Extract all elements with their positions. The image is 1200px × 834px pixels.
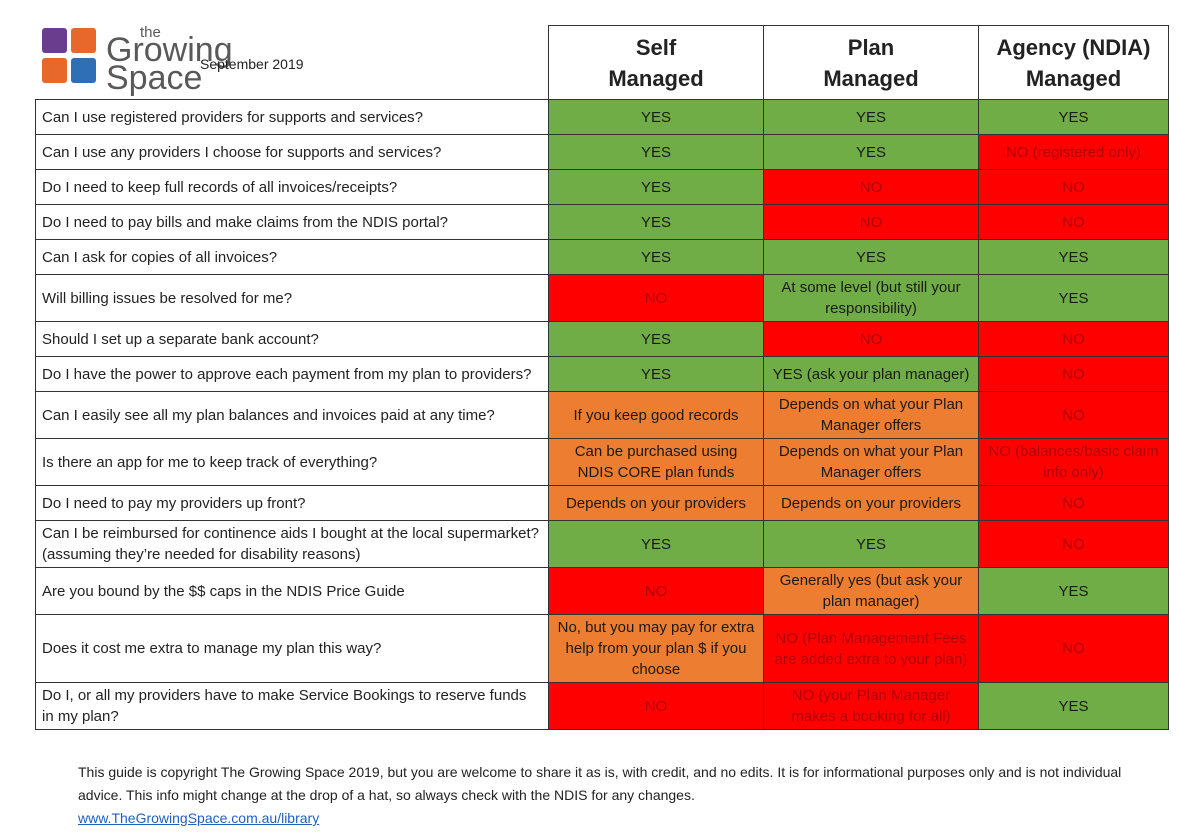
answer-cell: YES	[548, 134, 764, 170]
answer-cell: YES	[763, 99, 979, 135]
question: Do I need to pay my providers up front?	[35, 485, 549, 521]
table-row: Do I have the power to approve each paym…	[35, 356, 1169, 392]
answer-cell: NO	[978, 321, 1169, 357]
answer-cell: YES	[978, 274, 1169, 322]
answer-cell: YES	[763, 520, 979, 568]
table-row: Does it cost me extra to manage my plan …	[35, 614, 1169, 683]
header-line: Managed	[1025, 65, 1122, 91]
answer-cell: NO	[978, 204, 1169, 240]
answer-cell: YES	[548, 520, 764, 568]
question: Do I need to keep full records of all in…	[35, 169, 549, 205]
question: Can I use registered providers for suppo…	[35, 99, 549, 135]
table-row: Can I use any providers I choose for sup…	[35, 134, 1169, 170]
answer-cell: YES	[548, 239, 764, 275]
answer-cell: YES	[763, 239, 979, 275]
question: Do I have the power to approve each paym…	[35, 356, 549, 392]
table-row: Is there an app for me to keep track of …	[35, 438, 1169, 486]
answer-cell: YES	[548, 169, 764, 205]
answer-cell: NO	[763, 321, 979, 357]
answer-cell: NO (your Plan Manager makes a booking fo…	[763, 682, 979, 730]
table-row: Do I, or all my providers have to make S…	[35, 682, 1169, 730]
header-line: Agency (NDIA)	[996, 34, 1151, 60]
answer-cell: NO	[763, 169, 979, 205]
answer-cell: NO (registered only)	[978, 134, 1169, 170]
header-line: Managed	[608, 65, 704, 91]
table-body: Can I use registered providers for suppo…	[35, 99, 1169, 730]
table-row: Can I use registered providers for suppo…	[35, 99, 1169, 135]
question: Do I, or all my providers have to make S…	[35, 682, 549, 730]
footer-text: This guide is copyright The Growing Spac…	[78, 764, 1122, 803]
question: Can I easily see all my plan balances an…	[35, 391, 549, 439]
footer-link[interactable]: www.TheGrowingSpace.com.au/library	[78, 810, 320, 826]
question: Can I be reimbursed for continence aids …	[35, 520, 549, 568]
answer-cell: NO	[548, 682, 764, 730]
answer-cell: Depends on what your Plan Manager offers	[763, 438, 979, 486]
answer-cell: At some level (but still your responsibi…	[763, 274, 979, 322]
table-row: Will billing issues be resolved for me? N…	[35, 274, 1169, 322]
table-row: Can I ask for copies of all invoices? YES…	[35, 239, 1169, 275]
answer-cell: No, but you may pay for extra help from …	[548, 614, 764, 683]
answer-cell: NO	[978, 520, 1169, 568]
footer: This guide is copyright The Growing Spac…	[78, 761, 1148, 830]
header-line: Managed	[823, 65, 919, 91]
answer-cell: NO	[978, 356, 1169, 392]
question: Does it cost me extra to manage my plan …	[35, 614, 549, 683]
answer-cell: NO	[978, 614, 1169, 683]
header-line: Plan	[847, 34, 895, 60]
answer-cell: YES	[978, 99, 1169, 135]
answer-cell: NO	[548, 567, 764, 615]
answer-cell: NO	[763, 204, 979, 240]
answer-cell: Can be purchased using NDIS CORE plan fu…	[548, 438, 764, 486]
table-row: Can I easily see all my plan balances an…	[35, 391, 1169, 439]
answer-cell: YES (ask your plan manager)	[763, 356, 979, 392]
header-row: Self Managed Plan Managed Agency (NDIA) Manag…	[35, 25, 1169, 100]
header-blank	[35, 25, 549, 100]
table-row: Do I need to pay my providers up front? D…	[35, 485, 1169, 521]
answer-cell: Depends on what your Plan Manager offers	[763, 391, 979, 439]
answer-cell: YES	[548, 204, 764, 240]
answer-cell: NO	[978, 169, 1169, 205]
table-row: Do I need to keep full records of all in…	[35, 169, 1169, 205]
answer-cell: YES	[548, 356, 764, 392]
question: Should I set up a separate bank account?	[35, 321, 549, 357]
answer-cell: Depends on your providers	[763, 485, 979, 521]
answer-cell: Generally yes (but ask your plan manager…	[763, 567, 979, 615]
answer-cell: YES	[978, 682, 1169, 730]
question: Will billing issues be resolved for me?	[35, 274, 549, 322]
comparison-table: Self Managed Plan Managed Agency (NDIA) Manag…	[35, 25, 1169, 730]
answer-cell: NO	[978, 391, 1169, 439]
answer-cell: YES	[978, 567, 1169, 615]
answer-cell: NO (balances/basic claim info only)	[978, 438, 1169, 486]
answer-cell: NO	[978, 485, 1169, 521]
answer-cell: NO (Plan Management Fees are added extra…	[763, 614, 979, 683]
column-header: Agency (NDIA) Managed	[978, 25, 1169, 100]
column-header: Self Managed	[548, 25, 764, 100]
answer-cell: NO	[548, 274, 764, 322]
question: Is there an app for me to keep track of …	[35, 438, 549, 486]
table-row: Can I be reimbursed for continence aids …	[35, 520, 1169, 568]
table-row: Should I set up a separate bank account?…	[35, 321, 1169, 357]
header-line: Self	[635, 34, 677, 60]
answer-cell: YES	[978, 239, 1169, 275]
question: Are you bound by the $$ caps in the NDIS…	[35, 567, 549, 615]
answer-cell: YES	[548, 99, 764, 135]
table-row: Do I need to pay bills and make claims f…	[35, 204, 1169, 240]
question: Can I ask for copies of all invoices?	[35, 239, 549, 275]
answer-cell: YES	[763, 134, 979, 170]
table-row: Are you bound by the $$ caps in the NDIS…	[35, 567, 1169, 615]
answer-cell: If you keep good records	[548, 391, 764, 439]
column-header: Plan Managed	[763, 25, 979, 100]
answer-cell: YES	[548, 321, 764, 357]
question: Can I use any providers I choose for sup…	[35, 134, 549, 170]
answer-cell: Depends on your providers	[548, 485, 764, 521]
question: Do I need to pay bills and make claims f…	[35, 204, 549, 240]
